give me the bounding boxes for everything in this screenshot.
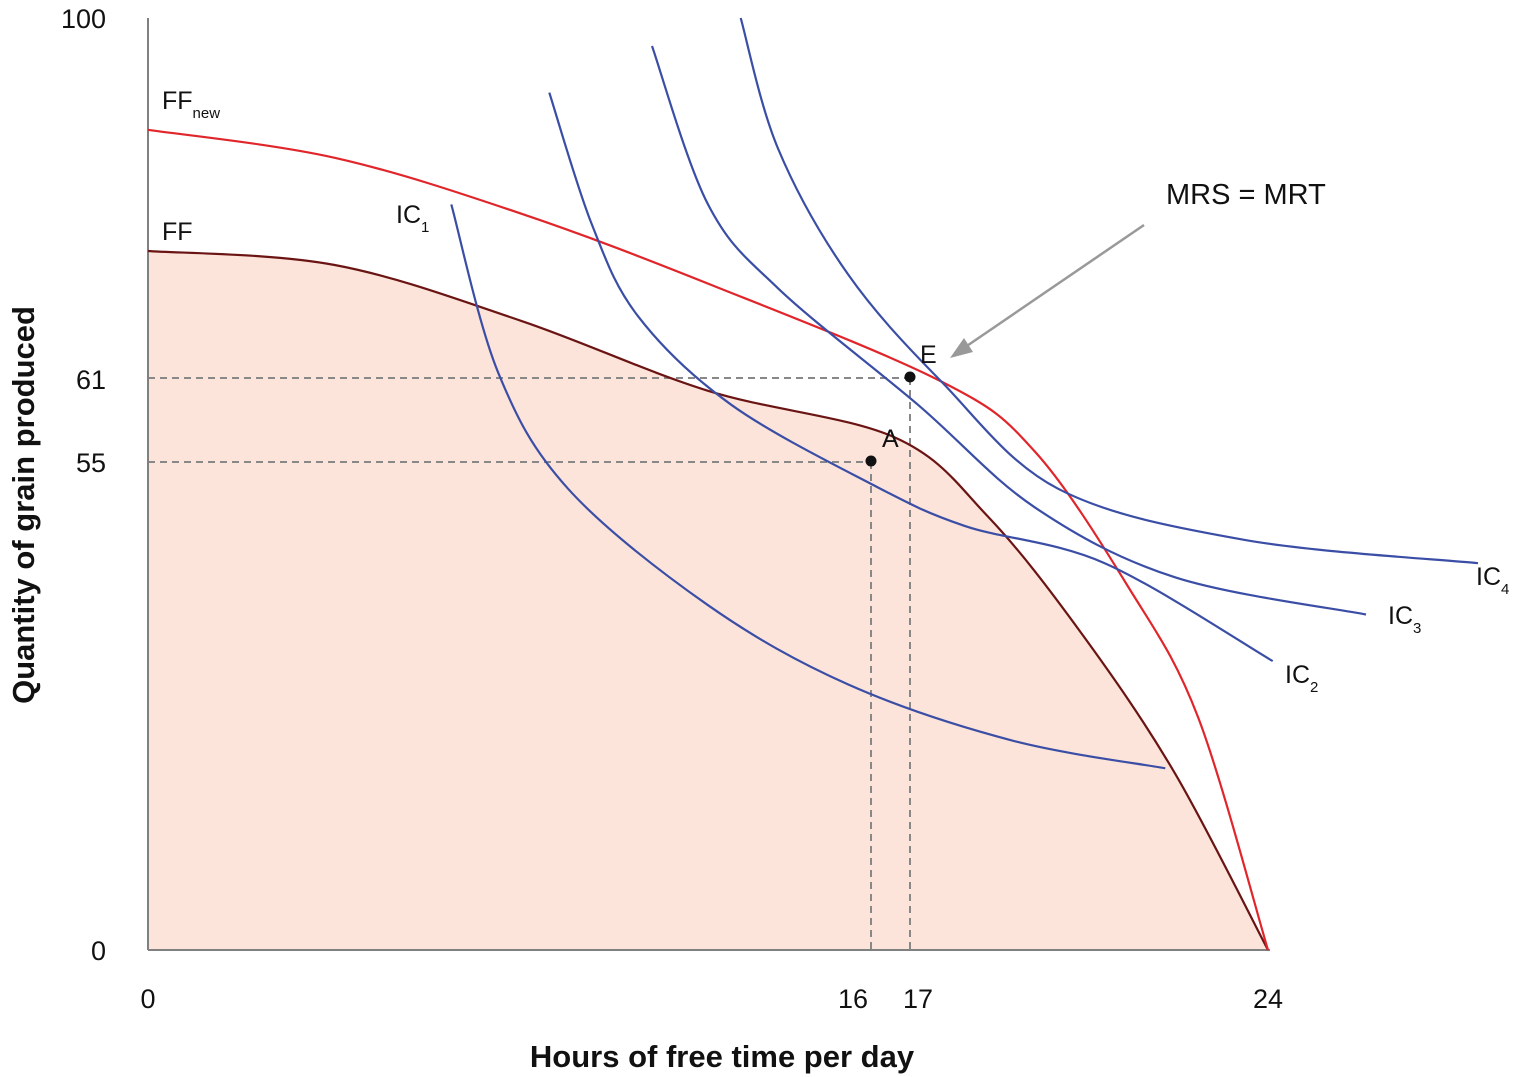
point-e-label: E bbox=[920, 341, 937, 369]
tick-labels: 100 61 55 0 0 16 17 24 bbox=[61, 4, 1283, 1014]
guide-lines bbox=[148, 377, 911, 950]
x-axis-title: Hours of free time per day bbox=[530, 1039, 915, 1074]
y-tick-label: 61 bbox=[76, 365, 106, 395]
annotation-mrs-mrt: MRS = MRT bbox=[1166, 179, 1326, 211]
point-e-marker bbox=[904, 371, 916, 383]
series-line-ff-new bbox=[147, 128, 1270, 951]
x-tick-label: 16 bbox=[838, 984, 868, 1014]
x-tick-label: 0 bbox=[140, 984, 155, 1014]
series-label-ff-new: FFnew bbox=[162, 87, 220, 122]
axes bbox=[147, 18, 1270, 951]
y-tick-label: 100 bbox=[61, 4, 106, 34]
series-line-ic-1 bbox=[450, 204, 1166, 770]
series-label-ic3: IC3 bbox=[1388, 602, 1421, 637]
point-a-label: A bbox=[882, 425, 899, 453]
x-tick-label: 24 bbox=[1253, 984, 1283, 1014]
annotation-arrow-head bbox=[950, 338, 973, 358]
series-line-ic-4 bbox=[739, 17, 1479, 565]
y-tick-label: 55 bbox=[76, 448, 106, 478]
series-label-ic4: IC4 bbox=[1476, 563, 1509, 598]
series-label-ic1: IC1 bbox=[396, 201, 429, 236]
feasible-set-area bbox=[148, 251, 1268, 950]
series-line-ic-2 bbox=[548, 92, 1274, 663]
points-group: A E bbox=[865, 341, 937, 467]
series-line-ff bbox=[147, 249, 1269, 951]
series-group bbox=[147, 17, 1479, 951]
annotation-arrow-line bbox=[957, 223, 1145, 354]
y-tick-label: 0 bbox=[91, 936, 106, 966]
series-line-ic-3 bbox=[650, 45, 1367, 616]
series-label-ff: FF bbox=[162, 218, 193, 246]
point-a-marker bbox=[865, 455, 877, 467]
y-axis-title: Quantity of grain produced bbox=[6, 306, 41, 704]
x-tick-label: 17 bbox=[903, 984, 933, 1014]
series-label-ic2: IC2 bbox=[1285, 661, 1318, 696]
